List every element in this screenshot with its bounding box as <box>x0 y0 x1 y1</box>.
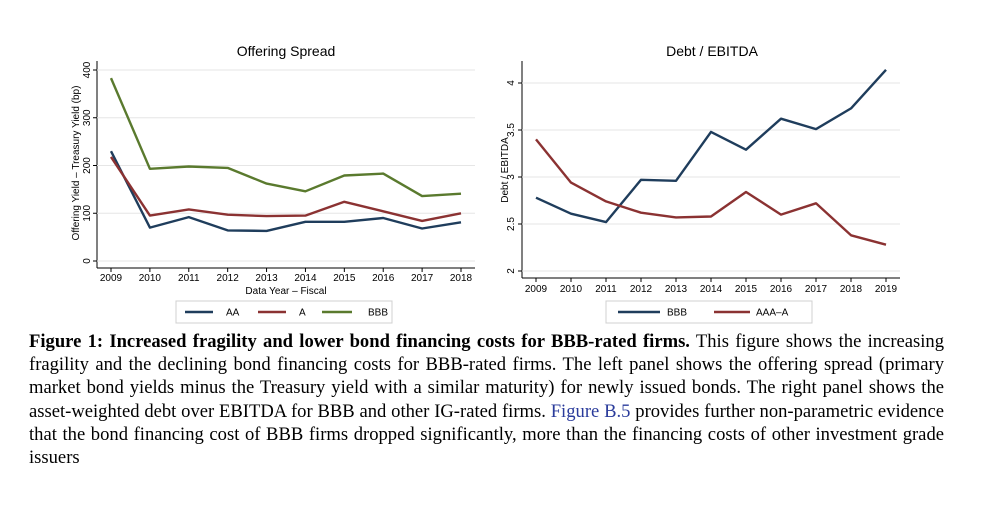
left-legend-label: A <box>299 308 306 319</box>
right-x-tick-label: 2018 <box>840 284 863 295</box>
left-x-tick-label: 2018 <box>450 273 473 284</box>
left-y-tick-label: 100 <box>82 204 93 221</box>
left-x-tick-label: 2012 <box>217 273 240 284</box>
left-series-line-aa <box>109 150 462 233</box>
left-y-tick-label: 400 <box>82 61 93 78</box>
left-x-axis-title: Data Year – Fiscal <box>245 286 326 297</box>
right-y-tick-label: 4 <box>506 80 517 86</box>
right-x-ticks: 2009 2010 2011 2012 2013 2014 2015 2016 2017 2018… <box>525 278 898 295</box>
left-legend-box <box>175 300 393 324</box>
left-panel-title: Offering Spread <box>237 43 336 59</box>
left-x-tick-label: 2011 <box>178 273 200 284</box>
right-y-tick-label: 3 <box>506 174 517 180</box>
left-y-tick-label: 0 <box>82 258 93 264</box>
left-x-tick-label: 2016 <box>372 273 395 284</box>
caption-text-before-ref: This figure shows the increasing fragili… <box>29 331 945 422</box>
left-legend-label: AA <box>226 308 240 319</box>
right-series-line-bbb <box>535 68 887 224</box>
right-x-tick-label: 2013 <box>665 284 688 295</box>
left-y-axis-title: Offering Yield – Treasury Yield (bp) <box>71 86 82 241</box>
left-series-lines <box>109 77 462 233</box>
caption-text-after-ref: provides further non-parametric evidence… <box>29 400 944 469</box>
right-x-tick-label: 2017 <box>805 284 828 295</box>
right-y-tick-label: 3.5 <box>506 123 517 137</box>
right-y-tick-label: 2.5 <box>506 217 517 231</box>
left-series-line-a <box>109 156 462 223</box>
right-legend-label: BBB <box>667 308 687 319</box>
left-x-ticks: 2009 2010 2011 2012 2013 2014 2015 2016 2017 2018 <box>100 268 473 284</box>
right-x-tick-label: 2019 <box>875 284 898 295</box>
right-legend: BBB AAA–A <box>618 308 789 319</box>
right-legend-label: AAA–A <box>756 308 789 319</box>
right-x-tick-label: 2011 <box>595 284 617 295</box>
caption-label: Figure 1: <box>29 331 104 352</box>
right-x-tick-label: 2012 <box>630 284 653 295</box>
left-x-tick-label: 2009 <box>100 273 123 284</box>
left-x-tick-label: 2017 <box>411 273 434 284</box>
left-x-tick-label: 2010 <box>139 273 162 284</box>
right-y-axis-title: Debt / EBITDA <box>500 137 511 203</box>
left-y-tick-label: 300 <box>82 109 93 126</box>
right-x-tick-label: 2015 <box>735 284 758 295</box>
right-gridlines <box>522 82 900 272</box>
left-gridlines <box>97 69 475 262</box>
left-legend: AA A BBB <box>185 308 388 319</box>
left-y-ticks: 0 100 200 300 400 <box>82 61 97 264</box>
right-series-lines <box>535 68 887 246</box>
right-legend-box <box>605 300 813 324</box>
debt-ebitda-panel: Debt / EBITDA 2 2.5 3 3.5 4 2009 2010 2011 2012… <box>500 43 900 324</box>
right-y-ticks: 2 2.5 3 3.5 4 <box>506 80 522 274</box>
left-x-tick-label: 2013 <box>255 273 278 284</box>
right-x-tick-label: 2009 <box>525 284 548 295</box>
right-y-tick-label: 2 <box>506 268 517 274</box>
caption-figure-reference-link[interactable]: Figure B.5 <box>550 400 631 422</box>
right-x-tick-label: 2010 <box>560 284 583 295</box>
figure-caption: Figure 1: Increased fragility and lower … <box>29 330 944 469</box>
right-x-tick-label: 2014 <box>700 284 723 295</box>
left-legend-label: BBB <box>368 308 388 319</box>
left-x-tick-label: 2015 <box>333 273 356 284</box>
left-y-tick-label: 200 <box>82 157 93 174</box>
right-panel-title: Debt / EBITDA <box>666 43 758 59</box>
caption-heading: Increased fragility and lower bond finan… <box>109 331 690 352</box>
right-x-tick-label: 2016 <box>770 284 793 295</box>
left-series-line-bbb <box>109 77 462 198</box>
left-x-tick-label: 2014 <box>294 273 317 284</box>
right-series-line-aaa-a <box>535 138 887 246</box>
